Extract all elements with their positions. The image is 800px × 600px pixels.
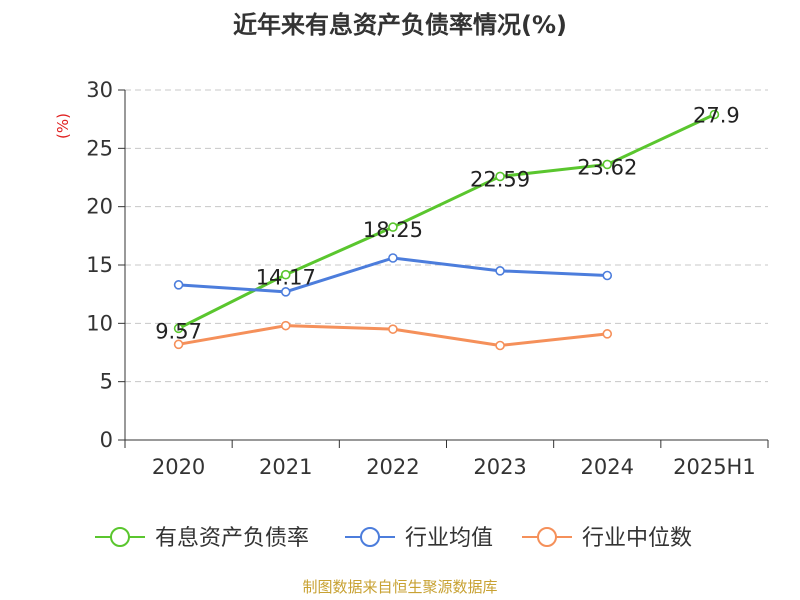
data-point <box>173 280 184 290</box>
legend-label: 有息资产负债率 <box>155 526 309 551</box>
data-point <box>173 323 184 334</box>
data-point <box>495 340 505 351</box>
x-tick-label: 2025H1 <box>673 455 756 479</box>
y-tick-label: 10 <box>86 311 113 335</box>
data-point <box>173 339 184 350</box>
y-tick-label: 25 <box>86 136 113 160</box>
data-point <box>602 159 613 170</box>
data-point <box>280 320 291 331</box>
x-tick-label: 2022 <box>366 455 419 479</box>
legend-label: 行业均值 <box>405 526 493 551</box>
data-point <box>495 266 505 276</box>
axis-layer: 0 5 10 15 20 25 30 2020 2021 2022 2023 2024 2025H1 <box>86 78 769 479</box>
series-line <box>178 256 608 294</box>
y-tick-label: 20 <box>86 195 113 219</box>
y-axis-unit-label: (%) <box>54 113 72 139</box>
y-tick-label: 30 <box>86 78 113 102</box>
data-point <box>602 329 613 339</box>
y-tick-label: 0 <box>100 428 113 452</box>
data-label: 9.57 <box>155 319 202 343</box>
data-point <box>388 222 398 232</box>
data-source-note: 制图数据来自恒生聚源数据库 <box>302 578 497 596</box>
data-label: 18.25 <box>363 218 423 242</box>
data-label: 27.9 <box>693 104 740 128</box>
data-label: 23.62 <box>577 155 637 179</box>
data-label: 22.59 <box>470 167 530 191</box>
data-point <box>280 287 291 297</box>
data-point <box>388 324 398 334</box>
legend-marker-swatch <box>537 527 557 547</box>
data-label: 14.17 <box>256 266 316 290</box>
x-tick-label: 2020 <box>152 455 205 479</box>
legend: 有息资产负债率 行业均值 行业中位数 <box>95 526 692 551</box>
legend-label: 行业中位数 <box>582 526 692 551</box>
legend-marker-swatch <box>360 527 380 547</box>
grid-layer <box>125 89 768 383</box>
y-tick-label: 15 <box>86 253 113 277</box>
y-tick-label: 5 <box>100 370 113 394</box>
legend-marker-swatch <box>110 527 130 547</box>
data-point <box>495 171 505 182</box>
x-tick-label: 2024 <box>581 455 634 479</box>
data-point <box>280 269 291 280</box>
data-point <box>388 253 398 263</box>
series-layer <box>173 109 720 351</box>
x-tick-label: 2021 <box>259 455 312 479</box>
x-tick-label: 2023 <box>473 455 526 479</box>
series-line <box>177 113 716 330</box>
data-point <box>709 109 720 120</box>
data-label-layer: 9.57 14.17 18.25 22.59 23.62 27.9 <box>155 104 740 344</box>
data-point <box>602 270 613 281</box>
chart-title: 近年来有息资产负债率情况(%) <box>233 11 567 39</box>
